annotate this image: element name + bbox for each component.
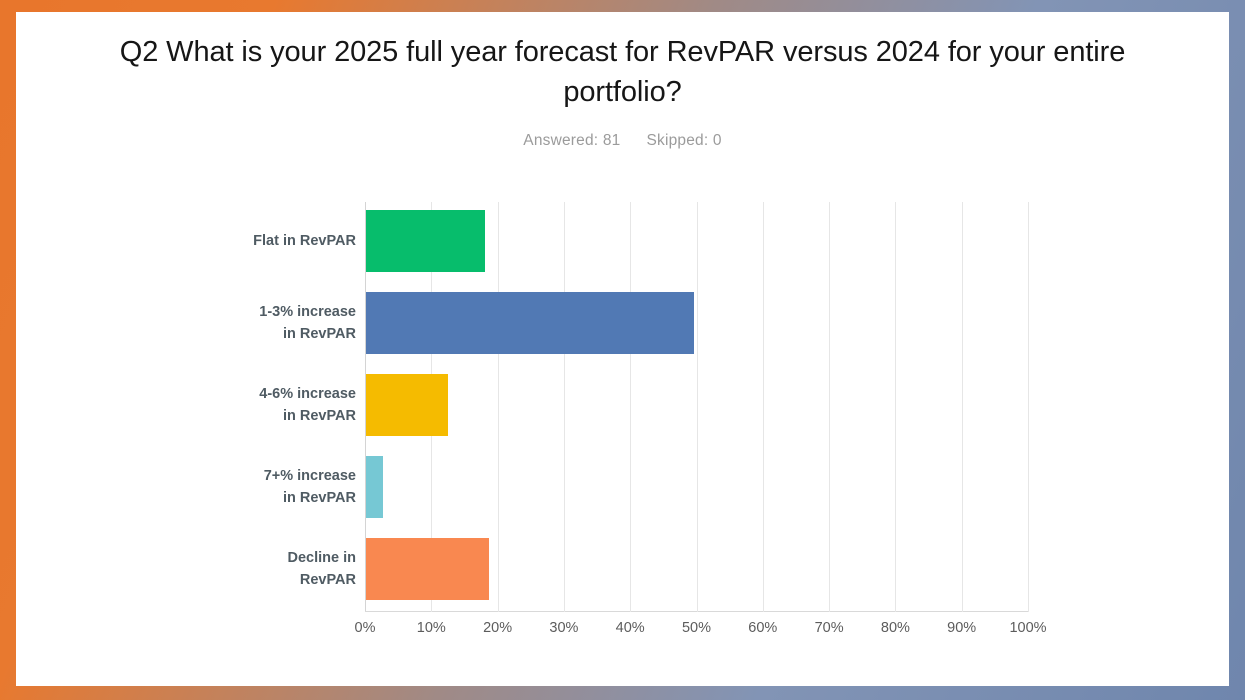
x-tick-label: 0% (354, 620, 376, 636)
x-tick-label: 10% (416, 620, 446, 636)
x-tick-label: 90% (947, 620, 977, 636)
gridline (829, 202, 831, 612)
x-tick-label: 50% (681, 620, 712, 636)
plot-area: 0% 10% 20% 30% 40% 50% 60% 70% 80% 90% 100% (355, 202, 1047, 636)
x-tick-label: 40% (615, 620, 645, 636)
x-tick-label: 80% (880, 620, 910, 636)
bar-3 (366, 374, 448, 436)
gridline (1028, 202, 1029, 612)
x-tick-label: 30% (549, 620, 579, 636)
bar-1 (366, 210, 486, 272)
x-tick-label: 70% (814, 620, 844, 636)
category-label: 1-3% increase in RevPAR (259, 304, 356, 342)
gridline (762, 202, 764, 612)
category-label: 7+% increase in RevPAR (263, 468, 356, 506)
x-tick-label: 100% (1009, 620, 1047, 636)
response-summary: Answered: 81 Skipped: 0 (16, 132, 1229, 150)
page-title: Q2 What is your 2025 full year forecast … (119, 36, 1126, 108)
category-label: 4-6% increase in RevPAR (259, 386, 356, 424)
bar-4 (366, 456, 383, 518)
gridline (961, 202, 963, 612)
bar-2 (366, 292, 694, 354)
gridline (895, 202, 897, 612)
category-label: Decline in RevPAR (287, 550, 357, 588)
y-axis-line (365, 202, 366, 612)
bar-5 (366, 538, 489, 600)
x-tick-label: 20% (483, 620, 513, 636)
category-label: Flat in RevPAR (253, 233, 356, 249)
category-axis-labels: Flat in RevPAR 1-3% increase in RevPAR 4-6… (116, 202, 356, 612)
skipped-count: Skipped: 0 (646, 132, 722, 149)
x-tick-label: 60% (748, 620, 778, 636)
slide-card: Q2 What is your 2025 full year forecast … (16, 12, 1229, 686)
gridline (696, 202, 698, 612)
gridline (563, 202, 565, 612)
survey-chart: Q2 What is your 2025 full year forecast … (16, 12, 1229, 686)
answered-count: Answered: 81 (523, 132, 621, 149)
gridline (630, 202, 632, 612)
gridline (497, 202, 499, 612)
